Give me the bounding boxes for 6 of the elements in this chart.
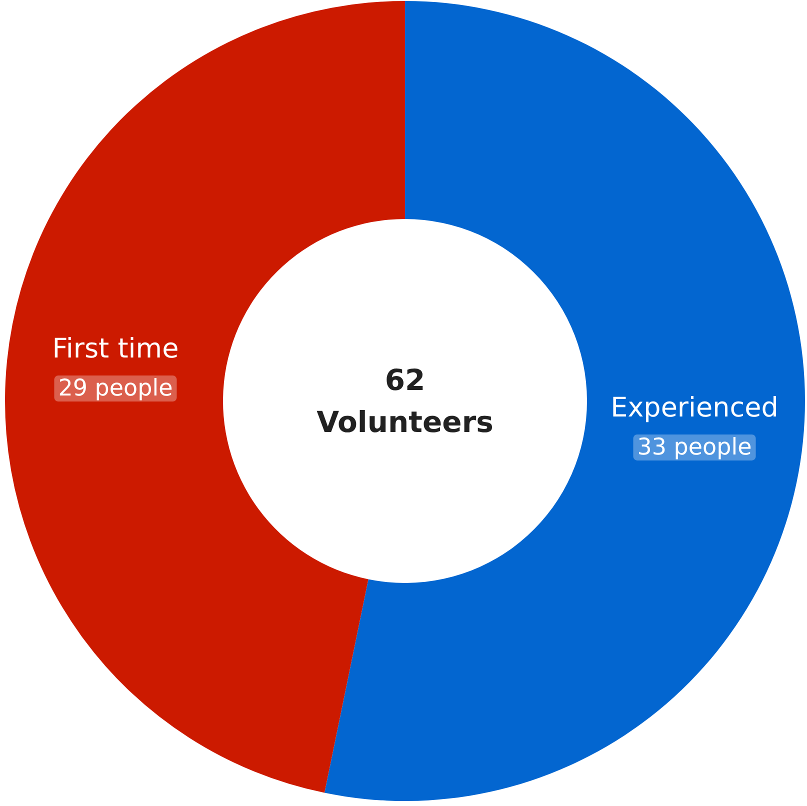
text: Volunteers <box>316 405 494 439</box>
data-label: 33 people <box>637 434 752 460</box>
slice-label: Experienced <box>610 392 778 424</box>
text: 62 <box>384 363 426 397</box>
data-label: 29 people <box>58 376 173 402</box>
slice-label: First time <box>52 334 179 365</box>
